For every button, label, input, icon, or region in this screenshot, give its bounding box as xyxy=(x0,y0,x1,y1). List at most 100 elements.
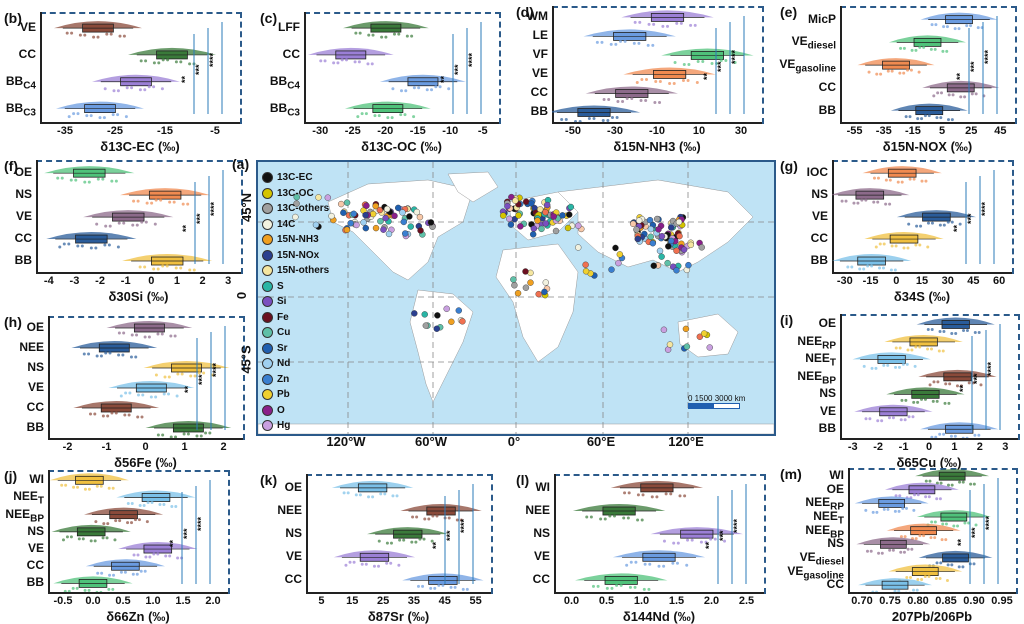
map-sample-point xyxy=(530,225,538,232)
sample-point xyxy=(152,552,156,556)
x-tick-label: -15 xyxy=(862,275,879,287)
sample-point xyxy=(682,62,686,66)
sample-point xyxy=(935,561,939,565)
significance-stars: *** xyxy=(718,530,728,541)
sample-point xyxy=(893,589,897,592)
sample-point xyxy=(589,515,593,519)
sample-point xyxy=(666,24,669,28)
sample-point xyxy=(905,362,909,366)
sample-point xyxy=(69,178,73,182)
sample-point xyxy=(886,507,890,511)
sample-point xyxy=(920,179,924,183)
sample-point xyxy=(864,198,868,202)
sample-point xyxy=(160,332,164,336)
sample-point xyxy=(95,590,99,592)
significance-stars: ** xyxy=(181,224,191,232)
sample-point xyxy=(427,517,431,521)
category-label: VEgasoline xyxy=(779,57,836,75)
sample-point xyxy=(862,267,866,271)
legend-label: Pb xyxy=(277,389,290,400)
sample-point xyxy=(963,95,967,99)
map-sample-point xyxy=(504,202,511,210)
sample-point xyxy=(398,538,402,542)
sample-point xyxy=(134,355,138,359)
sample-point xyxy=(131,223,135,227)
map-sample-point xyxy=(433,325,440,332)
legend-label: Si xyxy=(277,296,287,307)
sample-point xyxy=(390,116,394,120)
map-sample-point xyxy=(353,221,360,229)
sample-point xyxy=(701,59,705,63)
x-tick-label: 25 xyxy=(376,595,390,607)
legend-label: Sr xyxy=(277,342,288,354)
sample-point xyxy=(70,31,74,35)
sample-point xyxy=(628,585,632,589)
sample-point xyxy=(888,202,892,206)
sample-point xyxy=(96,35,100,39)
map-sample-point xyxy=(362,224,370,232)
sample-point xyxy=(866,264,870,268)
sample-point xyxy=(884,202,888,206)
category-label: BBC4 xyxy=(5,73,36,92)
sample-point xyxy=(143,569,147,573)
x-tick-label: 0 xyxy=(142,441,149,453)
map-sample-point xyxy=(391,212,398,220)
sample-point xyxy=(967,521,971,525)
sample-point xyxy=(850,265,854,269)
sample-point xyxy=(922,45,926,49)
sample-point xyxy=(104,351,108,355)
x-axis xyxy=(832,272,1012,274)
sample-point xyxy=(87,588,91,592)
map-sample-point xyxy=(535,290,542,298)
category-label: BB xyxy=(530,104,548,119)
sample-point xyxy=(96,571,100,575)
significance-stars: **** xyxy=(208,52,218,67)
legend-swatch xyxy=(262,296,273,308)
sample-point xyxy=(626,516,630,520)
legend-swatch xyxy=(262,311,273,323)
sample-point xyxy=(872,200,876,204)
x-tick-label: -25 xyxy=(107,125,123,137)
sample-point xyxy=(876,200,880,204)
category-label: VE xyxy=(531,66,548,81)
sample-point xyxy=(195,434,199,438)
sample-point xyxy=(345,58,349,62)
map-sample-point xyxy=(511,282,518,289)
sample-point xyxy=(154,395,158,399)
sample-point xyxy=(693,23,697,27)
sample-point xyxy=(669,492,673,496)
sample-point xyxy=(117,221,121,225)
x-axis xyxy=(848,592,1016,594)
x-tick-label: 30 xyxy=(941,275,954,287)
sample-point xyxy=(648,562,652,566)
x-tick-label: -55 xyxy=(846,125,863,137)
map-sample-point xyxy=(383,205,391,213)
panel-label: (g) xyxy=(780,158,798,174)
sample-point xyxy=(894,346,898,350)
sample-point xyxy=(946,483,950,487)
x-tick-label: 45 xyxy=(994,125,1007,137)
sample-point xyxy=(60,176,64,180)
sample-point xyxy=(946,563,950,567)
sample-point xyxy=(392,32,396,36)
sample-point xyxy=(916,578,920,582)
sample-point xyxy=(147,85,151,89)
category-label: OE xyxy=(826,481,844,496)
legend-swatch xyxy=(262,358,273,370)
map-sample-point xyxy=(376,206,384,214)
x-tick-label: -25 xyxy=(344,125,361,137)
sample-point xyxy=(352,560,356,564)
sample-point xyxy=(957,27,961,31)
sample-point xyxy=(108,224,112,228)
legend-swatch xyxy=(262,265,273,277)
lon-60w: 60°W xyxy=(415,434,447,449)
sample-point xyxy=(675,561,679,565)
x-tick-label: 0.0 xyxy=(563,595,580,607)
category-label: NEEBP xyxy=(805,522,844,541)
sample-point xyxy=(942,223,946,227)
sample-point xyxy=(894,244,898,248)
sample-point xyxy=(689,23,693,27)
sample-point xyxy=(148,555,152,559)
sample-point xyxy=(399,113,403,117)
sample-point xyxy=(76,112,80,116)
